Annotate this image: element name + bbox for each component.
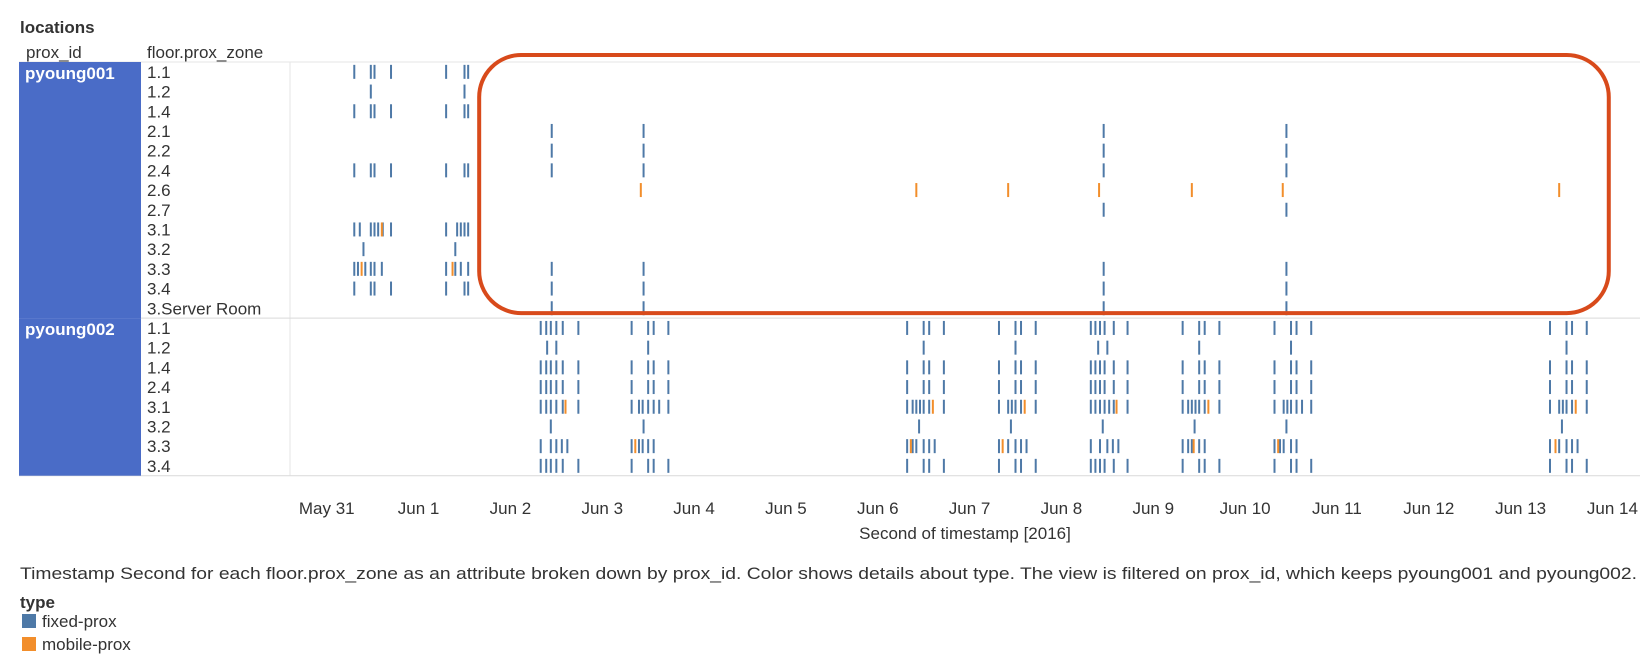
zone-label: 3.4 — [147, 280, 171, 299]
header-floor-prox-zone: floor.prox_zone — [147, 43, 263, 62]
zone-label: 2.7 — [147, 201, 171, 220]
x-tick-label: Jun 7 — [949, 499, 991, 518]
plot-area: pyoung001 1.11.21.42.12.22.42.62.73.13.23… — [19, 53, 1640, 477]
zone-label: 3.1 — [147, 220, 171, 239]
zone-label: 3.3 — [147, 437, 171, 456]
zone-label: 2.4 — [147, 161, 171, 180]
zone-label: 2.4 — [147, 378, 171, 397]
zone-label: 3.2 — [147, 417, 171, 436]
zone-label: 1.1 — [147, 63, 171, 82]
x-axis: May 31 Jun 1 Jun 2 Jun 3 Jun 4 Jun 5 Jun 6 Jun … — [299, 499, 1638, 518]
zone-label: 3.4 — [147, 457, 171, 476]
x-tick-label: May 31 — [299, 499, 355, 518]
highlight-outline — [477, 53, 1611, 316]
x-tick-label: Jun 11 — [1312, 499, 1362, 518]
legend-label-mobile: mobile-prox — [42, 635, 131, 654]
x-tick-label: Jun 4 — [673, 499, 715, 518]
legend-swatch-mobile — [22, 637, 36, 651]
group-band — [19, 318, 141, 476]
group-label: pyoung001 — [25, 64, 115, 83]
group-label: pyoung002 — [25, 320, 115, 339]
legend-label-fixed: fixed-prox — [42, 612, 117, 631]
zone-label: 3.3 — [147, 260, 171, 279]
sheet-title: locations — [20, 18, 95, 37]
zone-label: 2.6 — [147, 181, 171, 200]
x-tick-label: Jun 13 — [1495, 499, 1546, 518]
zone-label: 3.2 — [147, 240, 171, 259]
zone-label: 3.Server Room — [147, 299, 261, 318]
x-tick-label: Jun 10 — [1220, 499, 1271, 518]
zone-label: 3.1 — [147, 398, 171, 417]
header-prox-id: prox_id — [26, 43, 82, 62]
x-tick-label: Jun 9 — [1132, 499, 1174, 518]
x-tick-label: Jun 8 — [1041, 499, 1083, 518]
caption: Timestamp Second for each floor.prox_zon… — [20, 564, 1637, 583]
x-tick-label: Jun 3 — [581, 499, 623, 518]
zone-label: 2.1 — [147, 122, 171, 141]
x-tick-label: Jun 2 — [490, 499, 532, 518]
zone-label: 1.4 — [147, 102, 171, 121]
x-tick-label: Jun 5 — [765, 499, 807, 518]
group-band — [19, 62, 141, 319]
zone-label: 1.1 — [147, 319, 171, 338]
x-axis-title: Second of timestamp [2016] — [859, 524, 1071, 543]
zone-label: 1.2 — [147, 339, 171, 358]
zone-label: 1.4 — [147, 358, 171, 377]
zone-label: 1.2 — [147, 83, 171, 102]
x-tick-label: Jun 14 — [1587, 499, 1638, 518]
legend-swatch-fixed — [22, 614, 36, 628]
x-tick-label: Jun 1 — [398, 499, 440, 518]
legend-title: type — [20, 593, 55, 612]
zone-label: 2.2 — [147, 142, 171, 161]
x-tick-label: Jun 12 — [1403, 499, 1454, 518]
x-tick-label: Jun 6 — [857, 499, 899, 518]
